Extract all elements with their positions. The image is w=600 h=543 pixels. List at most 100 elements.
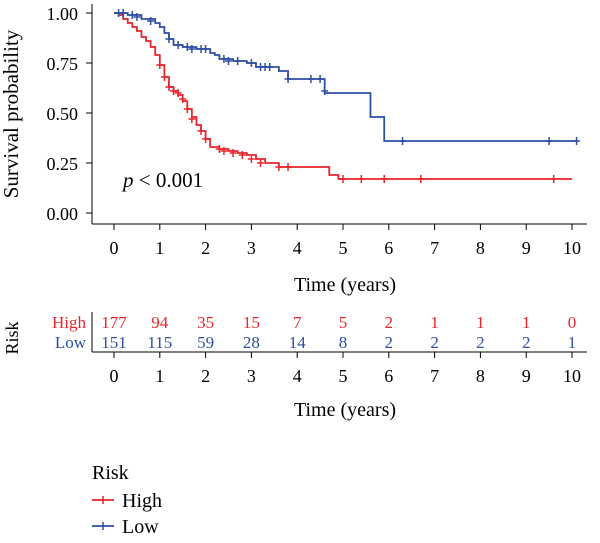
risk-x-tick-label-9: 9: [522, 366, 531, 386]
risk-table-title: Risk: [2, 321, 22, 354]
legend: Risk High Low: [92, 462, 162, 538]
risk-x-tick-label-6: 6: [384, 366, 393, 386]
censor-mark-low-2: [128, 11, 136, 19]
risk-count-low-3: 28: [243, 333, 260, 352]
censor-mark-high-9: [202, 135, 210, 143]
p-value-text: < 0.001: [134, 168, 204, 192]
risk-count-low-1: 115: [147, 333, 172, 352]
censor-mark-low-18: [284, 75, 292, 83]
legend-label-high: High: [122, 490, 162, 512]
risk-x-tick-label-0: 0: [110, 366, 119, 386]
risk-count-low-10: 1: [568, 333, 577, 352]
x-tick-label-8: 8: [476, 238, 485, 258]
risk-x-tick-label-5: 5: [339, 366, 348, 386]
risk-x-axis-label: Time (years): [294, 399, 396, 421]
x-tick-label-4: 4: [293, 238, 302, 258]
censor-mark-low-23: [545, 137, 553, 145]
censor-mark-high-5: [179, 95, 187, 103]
x-axis-label: Time (years): [294, 274, 396, 296]
y-tick-label-4: 1.00: [47, 4, 79, 24]
censor-mark-low-12: [225, 57, 232, 65]
risk-x-ticks: 0 1 2 3 4 5 6 7 8 9 10: [110, 352, 581, 386]
censor-mark-high-6: [183, 105, 191, 113]
x-tick-label-7: 7: [430, 238, 439, 258]
x-tick-label-1: 1: [155, 238, 164, 258]
censor-mark-low-7: [183, 43, 191, 51]
risk-count-low-2: 59: [197, 333, 214, 352]
censor-mark-high-20: [380, 175, 388, 183]
risk-count-high-0: 177: [101, 313, 127, 332]
censor-mark-high-12: [229, 149, 237, 157]
series-layer: [114, 9, 581, 183]
censor-mark-high-14: [247, 155, 255, 163]
risk-count-high-1: 94: [151, 313, 169, 332]
censor-mark-high-17: [284, 163, 292, 171]
risk-x-tick-label-2: 2: [201, 366, 210, 386]
censor-mark-high-18: [339, 175, 347, 183]
censor-mark-high-4: [174, 89, 182, 97]
censor-mark-high-10: [215, 145, 223, 153]
risk-row-label-high: High: [52, 313, 87, 332]
censor-mark-low-8: [188, 45, 196, 53]
censor-mark-low-5: [165, 35, 173, 43]
risk-x-tick-label-10: 10: [563, 366, 581, 386]
risk-count-high-2: 35: [197, 313, 214, 332]
x-tick-label-3: 3: [247, 238, 256, 258]
y-tick-label-0: 0.00: [47, 204, 79, 224]
risk-x-tick-label-3: 3: [247, 366, 256, 386]
plot-area: 0.00 0.25 0.50 0.75 1.00 0 1 2 3 4 5 6 7 8 9 10 p < 0.…: [0, 4, 587, 296]
risk-count-low-7: 2: [430, 333, 439, 352]
p-value-symbol: p: [121, 168, 134, 192]
x-ticks: 0 1 2 3 4 5 6 7 8 9 10: [110, 224, 581, 258]
censor-mark-high-2: [165, 83, 173, 91]
censor-mark-high-1: [160, 73, 168, 81]
risk-count-high-5: 5: [339, 313, 348, 332]
censor-mark-high-7: [188, 115, 196, 123]
censor-mark-low-21: [321, 87, 329, 95]
censor-mark-high-21: [417, 175, 425, 183]
censor-mark-low-13: [234, 57, 242, 65]
series-line-low: [114, 12, 577, 142]
x-tick-label-10: 10: [563, 238, 581, 258]
censor-mark-low-19: [307, 75, 315, 83]
risk-count-high-3: 15: [243, 313, 260, 332]
y-ticks: 0.00 0.25 0.50 0.75 1.00: [47, 4, 92, 224]
risk-count-high-7: 1: [430, 313, 439, 332]
risk-count-low-4: 14: [289, 333, 307, 352]
censor-mark-high-8: [197, 127, 205, 135]
y-tick-label-1: 0.25: [47, 154, 79, 174]
censor-mark-low-6: [174, 41, 182, 49]
x-tick-label-2: 2: [201, 238, 210, 258]
risk-count-low-6: 2: [385, 333, 394, 352]
series-line-high: [114, 12, 572, 180]
risk-count-low-9: 2: [522, 333, 531, 352]
y-axis-label: Survival probability: [0, 29, 23, 198]
risk-count-low-8: 2: [476, 333, 485, 352]
censor-mark-high-16: [275, 163, 283, 171]
risk-count-high-4: 7: [293, 313, 302, 332]
x-tick-label-9: 9: [522, 238, 531, 258]
censor-mark-low-20: [316, 75, 324, 83]
risk-count-high-9: 1: [522, 313, 531, 332]
risk-count-high-8: 1: [476, 313, 485, 332]
censor-mark-low-24: [573, 137, 581, 145]
p-value-annotation: p < 0.001: [121, 168, 203, 192]
censor-mark-low-3: [133, 13, 141, 21]
risk-x-tick-label-7: 7: [430, 366, 439, 386]
censor-mark-high-0: [156, 61, 164, 69]
risk-row-label-low: Low: [55, 333, 87, 352]
x-tick-label-5: 5: [339, 238, 348, 258]
censor-mark-low-22: [399, 137, 407, 145]
censor-mark-high-3: [170, 87, 178, 95]
censor-mark-high-11: [220, 147, 228, 155]
risk-count-low-0: 151: [101, 333, 127, 352]
censor-mark-high-13: [238, 151, 246, 159]
censor-mark-high-15: [257, 159, 265, 167]
censor-mark-high-22: [550, 175, 558, 183]
risk-x-tick-label-8: 8: [476, 366, 485, 386]
legend-title: Risk: [92, 462, 129, 484]
risk-count-high-10: 0: [568, 313, 577, 332]
